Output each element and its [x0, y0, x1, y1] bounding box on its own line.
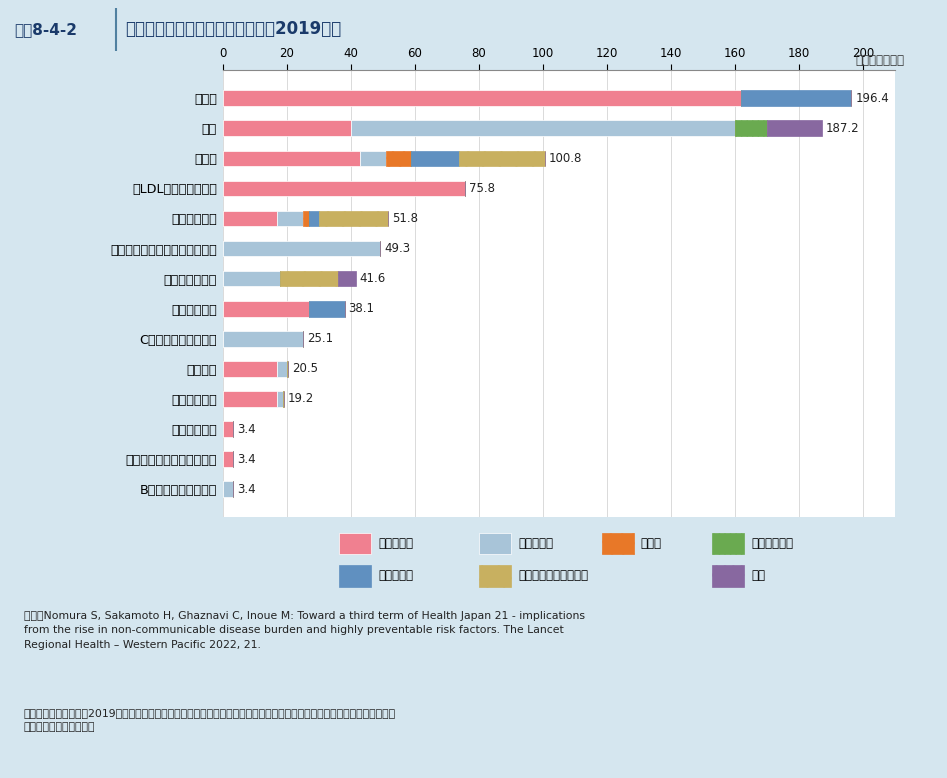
Text: 38.1: 38.1	[348, 302, 374, 315]
Bar	[223, 482, 233, 497]
Text: 3.4: 3.4	[238, 453, 256, 466]
Bar	[479, 533, 511, 555]
Text: 19.2: 19.2	[288, 392, 314, 405]
Bar	[742, 90, 851, 106]
Text: 100.8: 100.8	[549, 152, 582, 165]
Text: 20.5: 20.5	[292, 363, 318, 376]
Text: 循環器疾患: 循環器疾患	[379, 537, 414, 550]
Bar	[277, 211, 303, 226]
Text: 資料：Nomura S, Sakamoto H, Ghaznavi C, Inoue M: Toward a third term of Health Japa: 資料：Nomura S, Sakamoto H, Ghaznavi C, Ino…	[24, 611, 584, 650]
Bar	[411, 150, 459, 166]
Bar	[287, 361, 288, 377]
Text: 外傷: 外傷	[751, 569, 765, 583]
Bar	[303, 211, 309, 226]
Bar	[339, 533, 371, 555]
Text: 呼吸器系疾患: 呼吸器系疾患	[751, 537, 794, 550]
Bar	[223, 180, 465, 196]
Text: 49.3: 49.3	[384, 242, 410, 255]
Bar	[223, 301, 309, 317]
Text: 25.1: 25.1	[307, 332, 333, 345]
Bar	[223, 90, 742, 106]
Bar	[360, 150, 385, 166]
Bar	[385, 150, 411, 166]
Text: 3.4: 3.4	[238, 482, 256, 496]
Bar	[223, 421, 233, 437]
Bar	[223, 451, 233, 467]
Text: 悪性新生物: 悪性新生物	[518, 537, 553, 550]
Bar	[223, 211, 277, 226]
Bar	[223, 391, 277, 407]
Bar	[223, 271, 280, 286]
Bar	[350, 121, 735, 136]
Bar	[280, 271, 338, 286]
Text: 糖尿病: 糖尿病	[640, 537, 662, 550]
Bar	[735, 121, 767, 136]
Bar	[767, 121, 822, 136]
Bar	[223, 240, 381, 257]
Bar	[277, 391, 283, 407]
Text: 196.4: 196.4	[855, 92, 889, 105]
Text: 187.2: 187.2	[826, 121, 859, 135]
Text: 51.8: 51.8	[392, 212, 419, 225]
Text: その他の非感染性疾患: その他の非感染性疾患	[518, 569, 588, 583]
Bar	[479, 565, 511, 587]
Bar	[712, 533, 744, 555]
Bar	[9, 8, 116, 51]
Text: リスク要因別の関連死亡者数　（2019年）: リスク要因別の関連死亡者数 （2019年）	[125, 20, 342, 38]
Text: （単位：千人）: （単位：千人）	[855, 54, 904, 68]
Bar	[223, 331, 303, 347]
Bar	[318, 211, 388, 226]
Bar	[223, 150, 360, 166]
Bar	[309, 301, 345, 317]
Bar	[459, 150, 545, 166]
Bar	[338, 271, 356, 286]
Text: 図表8-4-2: 図表8-4-2	[14, 22, 77, 37]
Bar	[309, 211, 318, 226]
Text: （注）　日本における2019年の非感染性疾患と障害による成人死亡について、喫煙・高血圧等の予防可能な危険因子別に死
　亡数を推計したもの。: （注） 日本における2019年の非感染性疾患と障害による成人死亡について、喫煙・…	[24, 708, 396, 732]
Bar	[601, 533, 634, 555]
Text: 3.4: 3.4	[238, 422, 256, 436]
Bar	[339, 565, 371, 587]
Text: 慢性腎臓病: 慢性腎臓病	[379, 569, 414, 583]
Text: 75.8: 75.8	[469, 182, 495, 195]
Bar	[223, 121, 350, 136]
Bar	[712, 565, 744, 587]
Text: 41.6: 41.6	[360, 272, 385, 286]
Bar	[277, 361, 287, 377]
Bar	[223, 361, 277, 377]
